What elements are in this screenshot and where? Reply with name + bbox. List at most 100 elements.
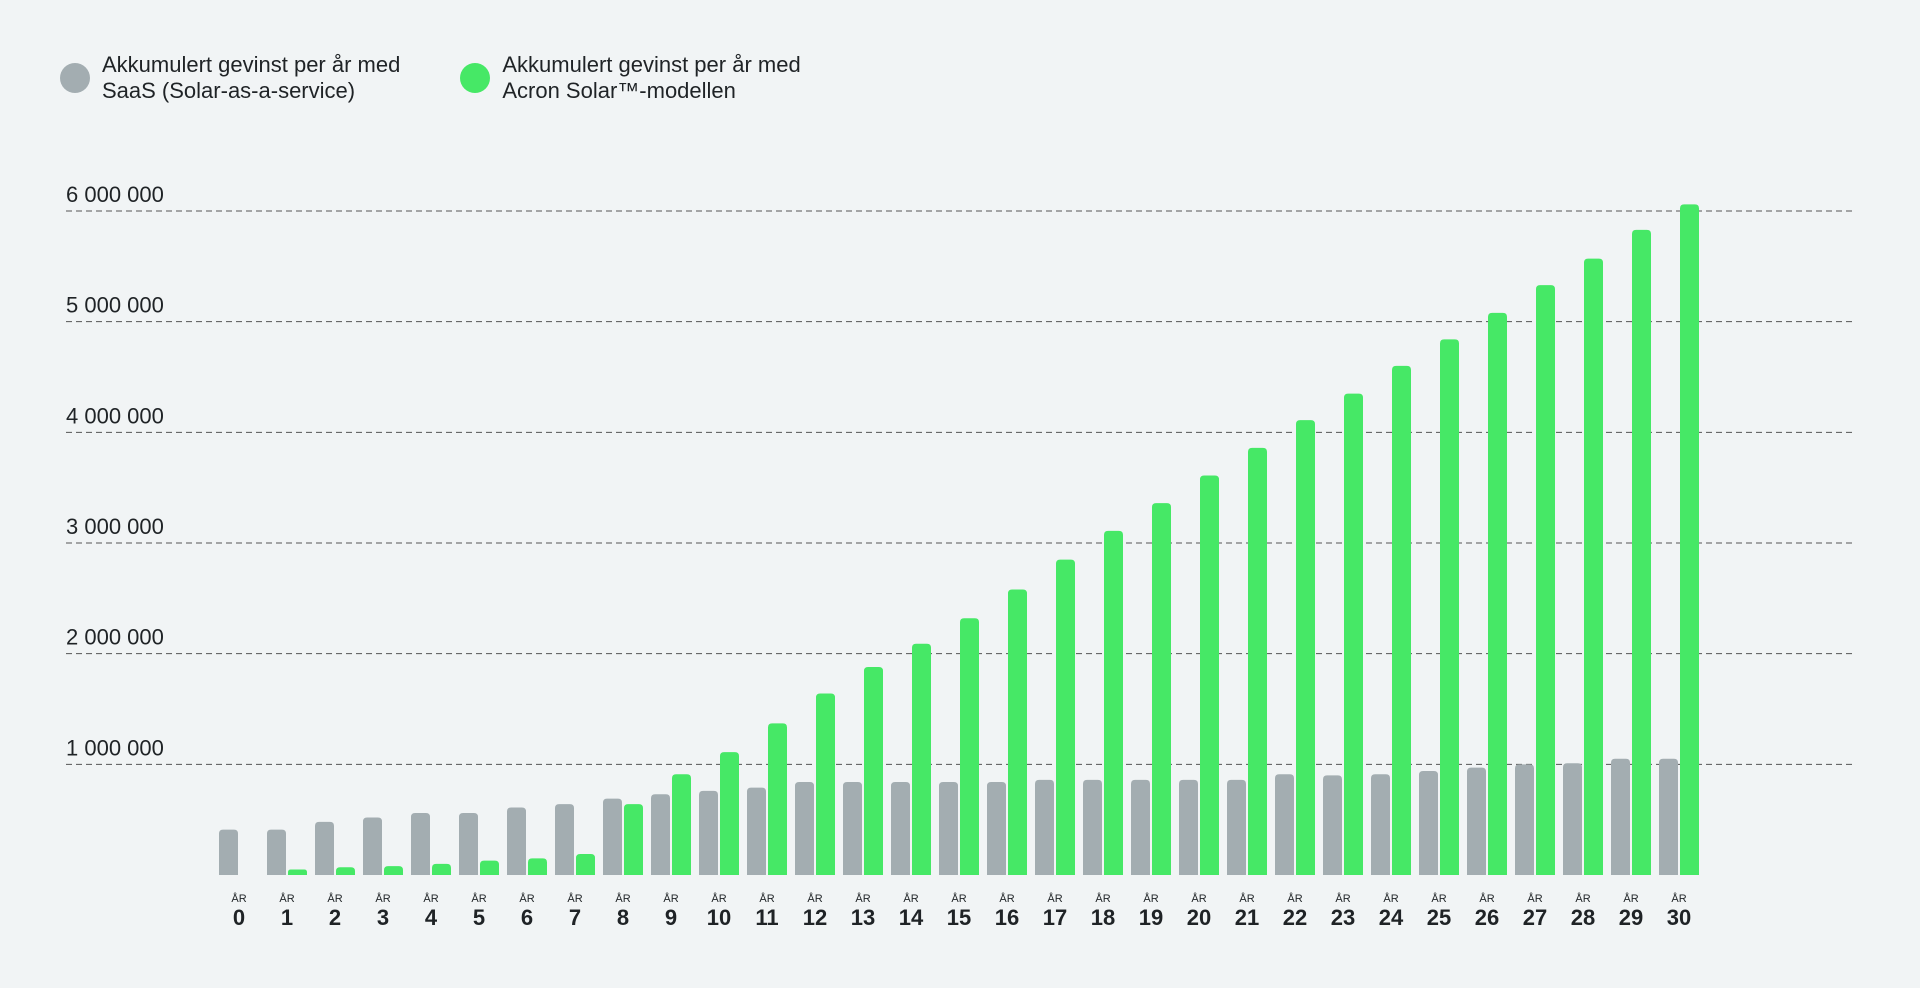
bar-acron — [720, 752, 739, 875]
x-tick-prefix: ÅR — [1143, 892, 1158, 905]
x-tick-prefix: ÅR — [1335, 892, 1350, 905]
bar-saas — [315, 821, 334, 875]
bar-saas — [651, 794, 670, 875]
x-tick-label: 18 — [1091, 905, 1115, 930]
x-tick-label: 13 — [851, 905, 875, 930]
x-tick-label: 0 — [233, 905, 245, 930]
bar-acron — [816, 693, 835, 875]
bar-saas — [363, 817, 382, 875]
x-tick-prefix: ÅR — [327, 892, 342, 905]
bar-saas — [267, 829, 286, 875]
bar-acron — [1296, 420, 1315, 875]
bar-acron — [624, 804, 643, 875]
bar-saas — [1371, 774, 1390, 875]
x-tick-prefix: ÅR — [1431, 892, 1446, 905]
x-tick-prefix: ÅR — [1191, 892, 1206, 905]
y-tick-label: 1 000 000 — [66, 735, 164, 760]
x-tick-label: 4 — [425, 905, 438, 930]
bar-acron — [960, 618, 979, 875]
bar-saas — [1275, 774, 1294, 875]
bar-acron — [528, 858, 547, 875]
x-tick-prefix: ÅR — [1527, 892, 1542, 905]
bar-acron — [384, 866, 403, 875]
x-tick-prefix: ÅR — [615, 892, 630, 905]
x-tick-label: 2 — [329, 905, 341, 930]
x-tick-label: 8 — [617, 905, 629, 930]
bar-acron — [1104, 530, 1123, 875]
bar-acron — [1536, 285, 1555, 875]
bar-saas — [747, 787, 766, 875]
bar-acron — [1344, 393, 1363, 875]
y-tick-label: 3 000 000 — [66, 514, 164, 539]
bar-saas — [699, 790, 718, 875]
x-tick-label: 29 — [1619, 905, 1643, 930]
bar-acron — [1200, 475, 1219, 875]
bar-saas — [555, 804, 574, 875]
bar-acron — [1152, 503, 1171, 875]
x-tick-label: 26 — [1475, 905, 1499, 930]
bar-acron — [1392, 365, 1411, 875]
y-tick-label: 2 000 000 — [66, 625, 164, 650]
x-tick-prefix: ÅR — [663, 892, 678, 905]
x-tick-prefix: ÅR — [1239, 892, 1254, 905]
x-tick-label: 27 — [1523, 905, 1547, 930]
x-tick-prefix: ÅR — [1287, 892, 1302, 905]
y-tick-label: 5 000 000 — [66, 293, 164, 318]
bar-saas — [1515, 764, 1534, 875]
bar-acron — [576, 853, 595, 875]
bar-acron — [768, 723, 787, 875]
x-tick-prefix: ÅR — [1575, 892, 1590, 905]
x-tick-prefix: ÅR — [231, 892, 246, 905]
x-tick-prefix: ÅR — [807, 892, 822, 905]
legend-label-acron: Akkumulert gevinst per år med Acron Sola… — [502, 52, 801, 103]
y-tick-label: 6 000 000 — [66, 182, 164, 207]
bar-acron — [912, 643, 931, 875]
bar-saas — [1323, 775, 1342, 875]
bar-saas — [1611, 758, 1630, 875]
x-tick-label: 3 — [377, 905, 389, 930]
bar-acron — [1440, 339, 1459, 876]
bar-acron — [1008, 589, 1027, 875]
x-tick-label: 19 — [1139, 905, 1163, 930]
bar-saas — [507, 807, 526, 875]
bar-acron — [1632, 229, 1651, 875]
x-tick-label: 23 — [1331, 905, 1355, 930]
bar-saas — [987, 782, 1006, 875]
x-tick-label: 5 — [473, 905, 485, 930]
x-tick-prefix: ÅR — [279, 892, 294, 905]
bar-acron — [1056, 559, 1075, 875]
x-tick-label: 7 — [569, 905, 581, 930]
legend-label-saas: Akkumulert gevinst per år med SaaS (Sola… — [102, 52, 401, 103]
bar-saas — [459, 813, 478, 875]
bar-saas — [1659, 758, 1678, 875]
y-tick-label: 4 000 000 — [66, 403, 164, 428]
x-tick-label: 12 — [803, 905, 827, 930]
x-tick-prefix: ÅR — [951, 892, 966, 905]
x-tick-prefix: ÅR — [519, 892, 534, 905]
bar-acron — [1488, 312, 1507, 875]
x-tick-prefix: ÅR — [711, 892, 726, 905]
x-tick-label: 30 — [1667, 905, 1691, 930]
bar-acron — [432, 863, 451, 875]
x-tick-prefix: ÅR — [1047, 892, 1062, 905]
x-tick-label: 15 — [947, 905, 971, 930]
x-tick-label: 14 — [899, 905, 924, 930]
x-tick-label: 10 — [707, 905, 731, 930]
bar-saas — [1227, 779, 1246, 875]
bar-saas — [843, 782, 862, 875]
bar-saas — [411, 813, 430, 875]
bar-saas — [1035, 779, 1054, 875]
bar-saas — [939, 782, 958, 875]
bar-saas — [1083, 779, 1102, 875]
x-tick-label: 16 — [995, 905, 1019, 930]
x-tick-prefix: ÅR — [1671, 892, 1686, 905]
x-tick-prefix: ÅR — [567, 892, 582, 905]
x-tick-label: 24 — [1379, 905, 1404, 930]
x-tick-label: 6 — [521, 905, 533, 930]
x-tick-prefix: ÅR — [1479, 892, 1494, 905]
x-tick-prefix: ÅR — [375, 892, 390, 905]
legend: Akkumulert gevinst per år med SaaS (Sola… — [60, 52, 801, 104]
x-tick-label: 17 — [1043, 905, 1067, 930]
bar-acron — [336, 867, 355, 875]
